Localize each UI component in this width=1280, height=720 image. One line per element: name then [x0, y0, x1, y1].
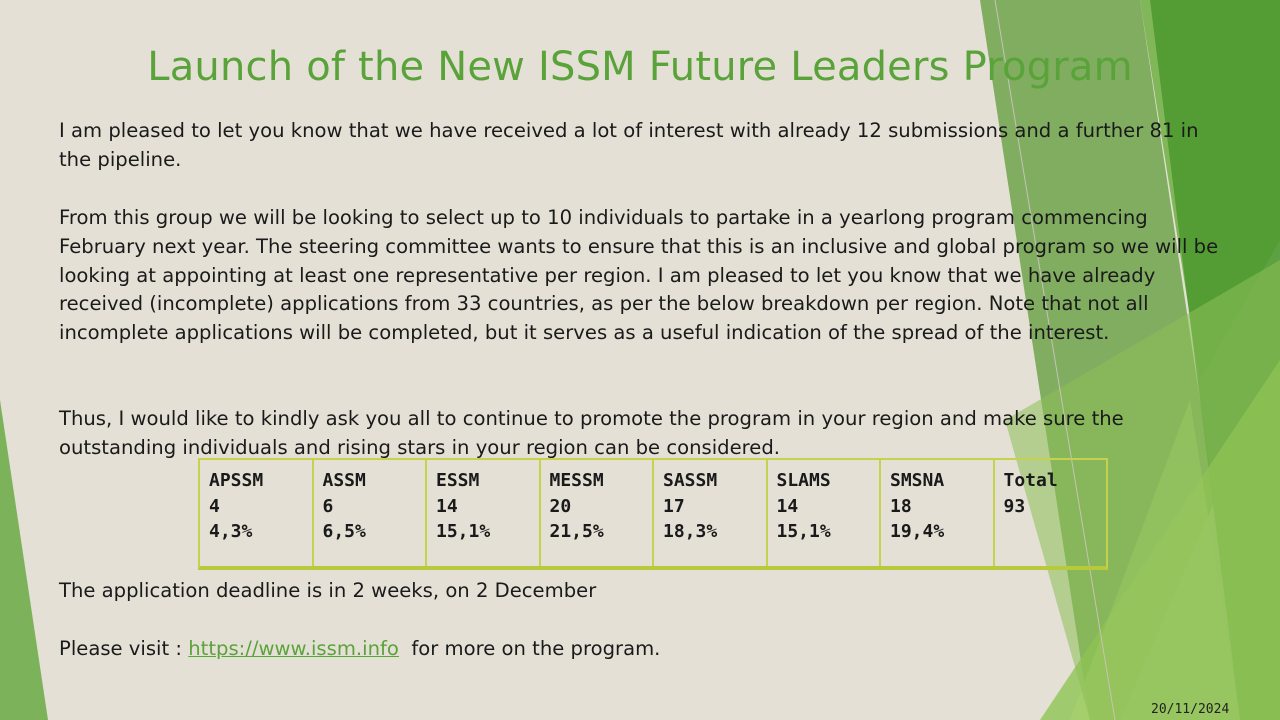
region-column: SLAMS 14 15,1% [768, 460, 881, 566]
region-percent: 21,5% [549, 521, 604, 542]
region-percent: 15,1% [436, 521, 491, 542]
region-region: SLAMS [776, 470, 831, 491]
region-percent: 19,4% [890, 521, 945, 542]
region-count: 93 [1003, 495, 1026, 517]
intro-paragraph: I am pleased to let you know that we hav… [59, 119, 1199, 171]
visit-paragraph: Please visit : https://www.issm.info for… [59, 635, 1219, 664]
promotion-paragraph: Thus, I would like to kindly ask you all… [59, 407, 1124, 459]
region-region: Total [1003, 470, 1058, 491]
visit-suffix: for more on the program. [398, 637, 661, 660]
region-count: 6 [322, 495, 334, 517]
visit-prefix: Please visit : [59, 637, 189, 660]
region-region: APSSM [209, 470, 264, 491]
region-percent: 4,3% [209, 521, 253, 542]
region-column: APSSM 4 4,3% [200, 460, 314, 566]
region-region: MESSM [549, 470, 604, 491]
region-count: 4 [209, 495, 220, 517]
region-column: ASSM 6 6,5% [314, 460, 427, 566]
region-count: 18 [890, 495, 912, 517]
slide-title: Launch of the New ISSM Future Leaders Pr… [147, 44, 1133, 90]
region-column: SMSNA 18 19,4% [881, 460, 995, 566]
deadline-paragraph: The application deadline is in 2 weeks, … [59, 579, 597, 602]
region-count: 20 [549, 495, 572, 517]
region-percent: 18,3% [663, 521, 718, 542]
region-count: 14 [776, 495, 799, 517]
region-breakdown-table: APSSM 4 4,3% ASSM 6 6,5% ESSM 14 15,1% MESSM 20 21,… [198, 458, 1108, 570]
region-region: SMSNA [890, 470, 945, 491]
region-column: ESSM 14 15,1% [427, 460, 541, 566]
region-count: 17 [663, 495, 685, 517]
selection-paragraph: From this group we will be looking to se… [59, 206, 1219, 345]
region-column: SASSM 17 18,3% [654, 460, 768, 566]
region-count: 14 [436, 495, 458, 517]
slide-date: 20/11/2024 [1151, 702, 1230, 717]
region-column: Total 93 [995, 460, 1107, 566]
region-region: ASSM [322, 470, 366, 491]
region-percent: 6,5% [322, 521, 366, 542]
region-region: SASSM [663, 470, 718, 491]
region-region: ESSM [436, 470, 480, 491]
region-column: MESSM 20 21,5% [541, 460, 654, 566]
region-percent: 15,1% [776, 521, 831, 542]
issm-website-link[interactable]: https://www.issm.info [188, 637, 399, 660]
